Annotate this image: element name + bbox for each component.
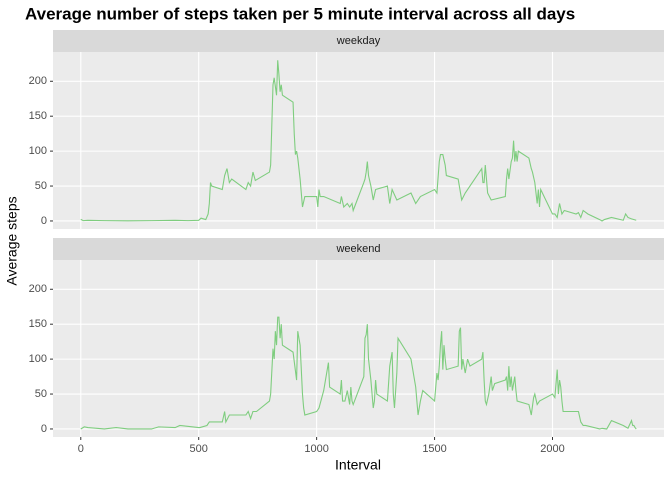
y-tick-label: 200 xyxy=(29,75,47,87)
y-tick-label: 150 xyxy=(29,110,47,122)
y-tick-label: 0 xyxy=(41,215,47,227)
data-line xyxy=(80,316,637,430)
y-tick-label: 150 xyxy=(29,318,47,330)
y-tick-label: 0 xyxy=(41,423,47,435)
data-line xyxy=(80,60,637,222)
x-tick-label: 2000 xyxy=(540,443,564,455)
y-tick-label: 100 xyxy=(29,145,47,157)
x-tick-label: 1000 xyxy=(304,443,328,455)
panel xyxy=(53,260,664,437)
strip xyxy=(53,30,664,52)
strip xyxy=(53,238,664,260)
y-tick-label: 50 xyxy=(35,388,47,400)
y-tick-label: 200 xyxy=(29,283,47,295)
x-tick-label: 500 xyxy=(190,443,208,455)
x-tick-label: 1500 xyxy=(422,443,446,455)
x-axis-label: Interval xyxy=(335,457,381,473)
x-tick-label: 0 xyxy=(78,443,84,455)
y-axis-label: Average steps xyxy=(4,196,20,285)
strip-label: weekend xyxy=(335,243,380,255)
y-tick-label: 50 xyxy=(35,180,47,192)
panel xyxy=(53,52,664,229)
strip-label: weekday xyxy=(336,35,381,47)
chart-title: Average number of steps taken per 5 minu… xyxy=(25,4,575,23)
y-tick-label: 100 xyxy=(29,353,47,365)
